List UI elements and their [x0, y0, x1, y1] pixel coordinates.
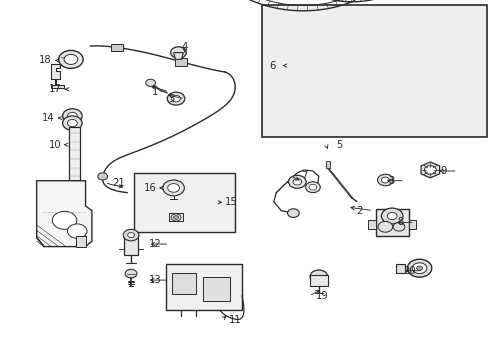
Text: 13: 13 [149, 275, 162, 285]
Circle shape [381, 177, 388, 183]
Polygon shape [173, 53, 183, 59]
Circle shape [62, 109, 82, 123]
Circle shape [127, 233, 134, 238]
Circle shape [125, 269, 137, 278]
Circle shape [411, 263, 426, 274]
Bar [325, 161, 329, 168]
Bar [309, 275, 327, 286]
Bar [168, 213, 183, 221]
Polygon shape [51, 64, 63, 88]
Bar [166, 264, 242, 310]
Bar [395, 264, 404, 273]
Circle shape [392, 222, 404, 231]
Text: 6: 6 [269, 60, 276, 71]
Bar [261, 5, 486, 137]
Circle shape [98, 173, 107, 180]
Circle shape [145, 79, 155, 86]
Text: 3: 3 [168, 94, 174, 104]
Circle shape [288, 175, 305, 188]
Bar [134, 173, 234, 232]
Text: 10: 10 [48, 140, 61, 150]
Circle shape [67, 224, 87, 238]
Bar [175, 58, 186, 66]
Text: 15: 15 [224, 197, 237, 207]
Text: 16: 16 [144, 183, 157, 193]
Circle shape [167, 92, 184, 105]
Circle shape [64, 54, 78, 64]
Text: 14: 14 [41, 113, 54, 123]
Bar [375, 209, 408, 236]
Circle shape [416, 266, 422, 270]
Text: 4: 4 [182, 42, 187, 52]
Text: 18: 18 [39, 55, 51, 66]
Bar [69, 127, 80, 181]
Circle shape [173, 216, 178, 219]
Circle shape [305, 182, 320, 193]
Circle shape [377, 221, 392, 232]
Circle shape [377, 174, 392, 186]
Circle shape [163, 180, 184, 196]
Circle shape [407, 259, 431, 277]
Circle shape [292, 179, 301, 185]
Circle shape [424, 166, 435, 174]
Bar [203, 277, 229, 301]
Text: 3: 3 [387, 176, 393, 186]
Circle shape [171, 95, 180, 102]
Bar [124, 235, 138, 255]
Circle shape [67, 120, 77, 127]
Polygon shape [37, 181, 92, 247]
Circle shape [381, 208, 402, 224]
Circle shape [287, 209, 299, 217]
Text: 5: 5 [336, 140, 343, 150]
Text: 21: 21 [112, 178, 124, 188]
Circle shape [386, 212, 396, 220]
Text: 11: 11 [229, 315, 242, 325]
Bar [111, 44, 123, 51]
Text: 9: 9 [440, 166, 447, 176]
Text: 2: 2 [355, 206, 362, 216]
Polygon shape [420, 162, 439, 178]
Bar [367, 220, 375, 229]
Text: 1: 1 [152, 87, 159, 97]
Circle shape [309, 270, 327, 283]
Circle shape [171, 214, 181, 221]
Circle shape [67, 112, 77, 120]
Bar [408, 220, 415, 229]
Bar [76, 236, 85, 247]
Text: 19: 19 [316, 291, 328, 301]
Text: 17: 17 [48, 84, 61, 94]
Circle shape [170, 47, 186, 58]
Text: 8: 8 [397, 217, 403, 228]
Circle shape [52, 211, 77, 229]
Circle shape [123, 229, 139, 241]
Circle shape [59, 50, 83, 68]
Text: 12: 12 [149, 239, 162, 249]
Text: 7: 7 [300, 171, 307, 181]
Text: 20: 20 [403, 266, 415, 276]
Circle shape [167, 184, 179, 192]
Circle shape [62, 116, 82, 130]
Bar [172, 273, 195, 294]
Circle shape [308, 184, 316, 190]
